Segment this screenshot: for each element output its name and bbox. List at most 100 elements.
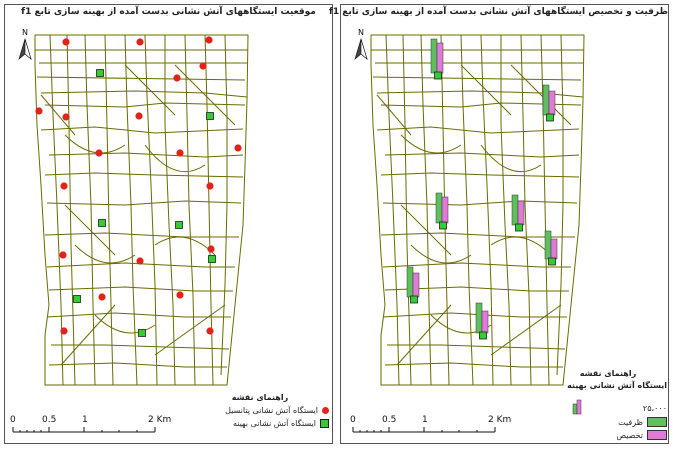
road [540,34,550,386]
road [84,34,96,386]
optimal-station-point [548,257,556,266]
road [490,236,552,256]
potential-station-point [176,149,184,157]
road [220,34,228,376]
optimal-station-point [96,69,104,77]
capacity-bar [406,266,414,298]
north-arrow-icon: N [354,28,368,60]
road [60,304,116,366]
potential-station-point [207,245,215,253]
road [376,126,580,134]
left-legend-title: راهنمای نقشه [231,393,289,402]
road [36,76,246,81]
road [372,76,582,81]
road [104,34,114,386]
optimal-station-point [138,329,146,337]
road [460,34,474,386]
capacity-bar [544,230,552,260]
optimal-station-point [479,331,487,340]
capacity-swatch-icon [647,417,667,427]
legend-item-potential: ایستگاه آتش نشانی پتانسیل [191,406,329,415]
green-square-icon [320,419,329,428]
capacity-bar [435,192,443,224]
right-map-legend: راهنمای نقشه ایستگاه آتش نشانی بهینه ۲۵،… [549,369,667,440]
road [124,64,176,116]
road [46,262,235,268]
road [380,102,582,108]
potential-station-point [62,113,70,121]
road [376,94,412,136]
road [144,34,158,386]
potential-station-point [206,327,214,335]
road [400,204,452,256]
road [402,34,412,386]
right-scale-labels: 0 0.5 1 2 Km [350,415,530,427]
scale-label-0: 0 [350,415,356,425]
road [48,152,244,158]
scale-label-2km: 2 Km [488,415,512,425]
potential-station-point [62,38,70,46]
right-map-title: ظرفیت و تخصیص ایستگاههای آتش نشانی بدست … [328,7,668,17]
legend-item-capacity: ظرفیت [549,417,667,427]
left-scale-bar [12,427,156,433]
road [40,90,248,98]
potential-station-point [60,182,68,190]
road [400,134,462,154]
optimal-station-point [206,112,214,120]
potential-station-point [35,107,43,115]
potential-station-point [173,74,181,82]
potential-station-point [176,291,184,299]
road [396,304,452,366]
potential-station-point [60,327,68,335]
road [510,64,572,126]
legend-allocation-label: تخصیص [616,430,643,440]
road [480,34,494,386]
right-legend-title: راهنمای نقشه [579,369,637,378]
capacity-bar [430,38,438,74]
legend-item-optimal: ایستگاه آتش نشانی بهینه [191,419,329,428]
potential-station-point [136,38,144,46]
capacity-bar [511,194,519,226]
red-dot-icon [322,407,329,414]
road [46,312,231,318]
road [64,204,116,256]
road [164,35,176,386]
road [66,34,76,386]
potential-station-point [98,293,106,301]
north-label: N [22,28,28,37]
legend-bar-symbol [572,399,582,415]
road [410,244,472,264]
potential-station-point [205,36,213,44]
potential-station-point [59,251,67,259]
capacity-bar [475,302,483,334]
right-road-network-map: N [352,28,585,433]
left-potential-stations [35,36,242,335]
right-scale-bar [352,427,496,433]
road [48,286,233,292]
city-boundary [34,34,249,386]
road [46,200,242,206]
capacity-bar [542,84,550,116]
potential-station-point [234,144,242,152]
road [480,144,542,173]
scale-label-half: 0.5 [382,415,397,425]
allocation-bar [550,238,558,260]
left-map-legend: راهنمای نقشه ایستگاه آتش نشانی پتانسیل ا… [191,393,329,428]
road [384,286,569,292]
potential-station-point [206,182,214,190]
optimal-station-point [439,221,447,230]
legend-potential-label: ایستگاه آتش نشانی پتانسیل [225,406,318,415]
scale-label-1: 1 [422,415,428,425]
road [40,94,76,136]
potential-station-point [199,62,207,70]
road [40,126,244,134]
road [174,64,236,126]
left-road-network-map: N [12,28,249,433]
road [460,64,512,116]
road [154,304,226,356]
road [420,34,432,386]
road [520,34,532,386]
road [384,152,580,158]
legend-item-allocation: تخصیص [549,430,667,440]
optimal-station-point [410,295,418,304]
